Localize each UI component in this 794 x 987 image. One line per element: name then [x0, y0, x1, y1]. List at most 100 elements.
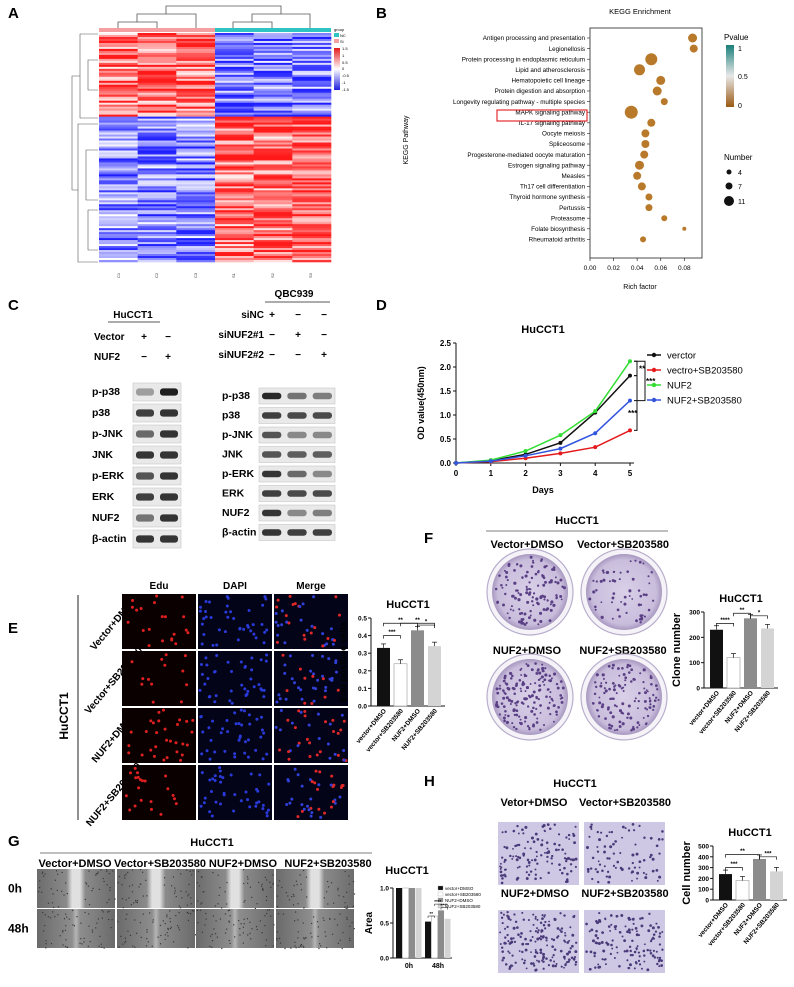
chart-d-legend-marker	[651, 382, 657, 388]
colony	[594, 681, 597, 684]
migrated-cell	[539, 948, 543, 952]
dapi-cell	[213, 669, 217, 673]
heatmap-cell	[292, 78, 332, 82]
chart-d-point	[558, 451, 563, 456]
wound-cell	[110, 926, 112, 929]
heatmap-cell	[176, 210, 216, 213]
dapi-cell	[246, 624, 250, 628]
wound-cell	[146, 895, 148, 897]
migrated-cell	[585, 846, 589, 850]
dapi-cell	[266, 808, 270, 812]
colony	[547, 688, 550, 691]
heatmap-cell	[215, 242, 254, 245]
migrated-cell	[510, 937, 513, 941]
edu-cell	[140, 682, 144, 686]
migrated-cell	[527, 873, 531, 877]
colony	[652, 599, 655, 602]
panel-label-e: E	[8, 620, 18, 637]
dapi-cell	[254, 636, 258, 640]
migrated-cell	[608, 857, 611, 860]
chart-g-ylabel: Area	[364, 911, 375, 934]
migrated-cell	[590, 823, 593, 826]
svg-text:S1: S1	[231, 272, 236, 278]
wound-cell	[49, 917, 52, 919]
wound-cell	[233, 924, 235, 926]
heatmap-cell	[215, 64, 254, 68]
migrated-cell	[608, 875, 612, 879]
wound-cell	[185, 869, 188, 871]
wound-cell	[218, 894, 220, 897]
heatmap-cell	[137, 98, 177, 101]
wound-cell	[278, 880, 281, 882]
panel-g-wound: G HuCCT1 Vector+DMSO Vector+SB203580 NUF2+…	[8, 833, 481, 970]
wound-cell	[217, 874, 219, 876]
heatmap-cell	[176, 80, 216, 84]
wound-cell	[349, 937, 351, 940]
blot-band	[160, 535, 178, 543]
merge-cell	[278, 728, 282, 732]
migrated-cell	[588, 930, 591, 933]
wound-cell	[327, 886, 330, 888]
chart-g-xtick-label: 0h	[405, 963, 413, 970]
heatmap-cell	[99, 206, 138, 209]
edu-cell	[185, 719, 189, 723]
heatmap-cell	[253, 242, 293, 245]
heatmap-cell	[215, 40, 254, 44]
dapi-cell	[229, 773, 233, 777]
colony	[555, 594, 558, 597]
dapi-cell	[261, 603, 265, 607]
heatmap-cell	[253, 33, 293, 36]
wound-cell	[221, 947, 223, 950]
edu-image	[274, 651, 348, 706]
wound-cell	[80, 922, 82, 924]
merge-cell	[275, 605, 279, 609]
heatmap-cell	[253, 260, 293, 263]
wound-cell	[196, 909, 198, 911]
migrated-cell	[600, 831, 603, 834]
wound-cell	[336, 924, 339, 926]
colony	[644, 707, 647, 710]
heatmap-cell	[137, 198, 177, 201]
migrated-cell	[539, 935, 543, 938]
colony	[647, 608, 651, 612]
heatmap-cell	[176, 252, 216, 255]
heatmap-cell	[99, 132, 138, 135]
heatmap-cell	[253, 94, 293, 98]
wound-cell	[323, 897, 325, 899]
blot-strip	[132, 403, 182, 423]
heatmap-cell	[215, 56, 254, 60]
wound-cell	[226, 881, 228, 884]
dapi-cell	[237, 738, 241, 742]
colony	[616, 608, 620, 612]
dapi-cell	[238, 735, 242, 739]
heatmap-cell	[99, 196, 138, 199]
bar-chart-title: HuCCT1	[719, 593, 762, 605]
heatmap-cell	[137, 152, 177, 155]
dapi-cell	[252, 632, 256, 636]
heatmap-cell	[215, 150, 254, 153]
migrated-cell	[526, 858, 530, 862]
chart-g-sig-bracket	[440, 907, 448, 910]
merge-cell	[318, 750, 322, 754]
heatmap-cell	[99, 70, 138, 74]
merge-cell	[310, 811, 314, 815]
heatmap-cell	[292, 74, 332, 78]
heatmap-cell	[176, 108, 216, 111]
colony	[637, 603, 641, 607]
heatmap-cell	[253, 154, 293, 157]
wound-cell	[228, 920, 230, 922]
heatmap-cell	[253, 62, 293, 66]
colony	[546, 599, 549, 602]
heatmap-cell	[176, 150, 216, 153]
heatmap-cell	[253, 50, 293, 54]
migrated-cell	[625, 949, 629, 953]
migrated-cell	[542, 967, 545, 970]
migrated-cell	[508, 952, 511, 954]
merge-cell	[317, 807, 321, 811]
chart-g-sig: ****	[441, 903, 448, 908]
wound-cell	[134, 919, 136, 921]
colony	[513, 581, 517, 585]
edu-cell	[152, 754, 156, 758]
migrated-cell	[537, 929, 540, 932]
